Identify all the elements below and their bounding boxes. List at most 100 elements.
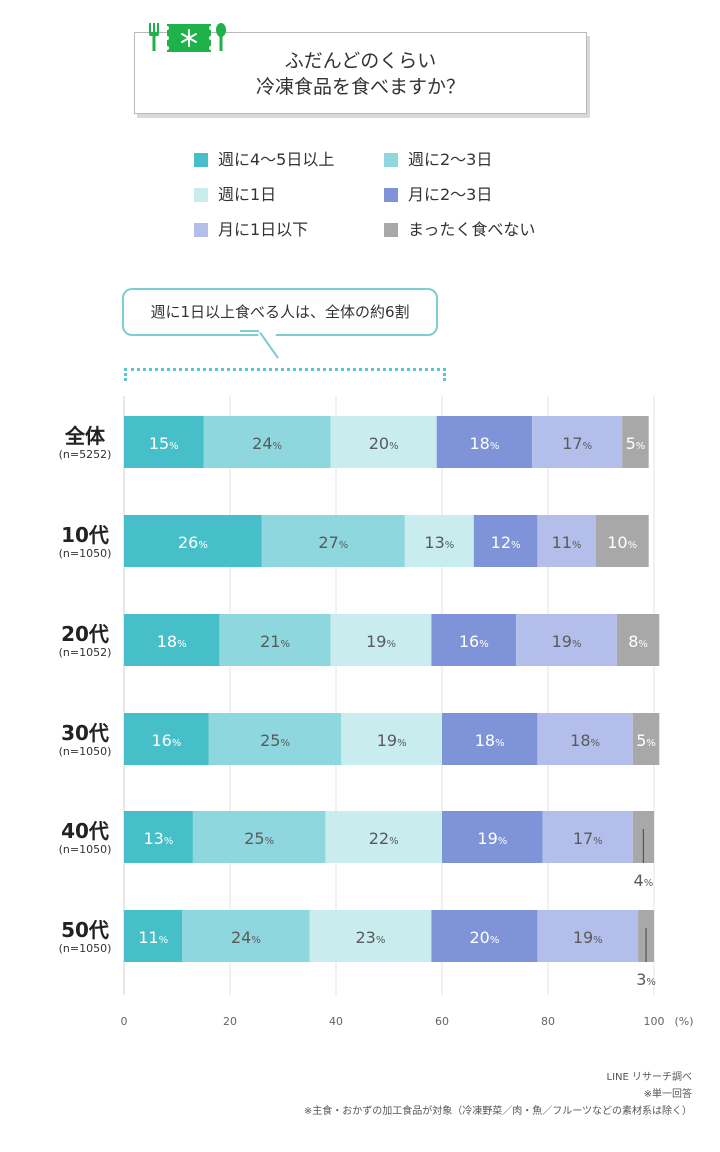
chart-title-line2: 冷凍食品を食べますか？: [255, 76, 465, 98]
x-tick-label: 0: [121, 1015, 128, 1028]
x-tick-label: 80: [541, 1015, 555, 1028]
data-label: 12%: [491, 533, 521, 552]
category-name: 10代: [61, 523, 109, 547]
data-label: 16%: [151, 731, 181, 750]
data-label: 17%: [573, 829, 603, 848]
legend-label: 月に2〜3日: [408, 185, 493, 204]
data-label: 3%: [636, 970, 656, 989]
data-label: 18%: [469, 434, 499, 453]
data-label: 18%: [157, 632, 187, 651]
bar-segment: [431, 910, 538, 962]
data-label: 21%: [260, 632, 290, 651]
bar-segment: [436, 416, 533, 468]
category-label-20s: 20代 (n=1052): [40, 622, 130, 660]
data-label: 10%: [607, 533, 637, 552]
data-label: 4%: [634, 871, 654, 890]
data-label: 17%: [562, 434, 592, 453]
callout-bubble: 週に1日以上食べる人は、全体の約6割: [122, 288, 438, 336]
bar-segment: [124, 614, 220, 666]
data-label: 25%: [260, 731, 290, 750]
category-name: 20代: [61, 622, 109, 646]
data-label: 18%: [475, 731, 505, 750]
chart-title-box: ふだんどのくらい 冷凍食品を食べますか？: [134, 32, 587, 114]
legend-label: 月に1日以下: [218, 220, 309, 239]
x-tick-label: 40: [329, 1015, 343, 1028]
data-label: 18%: [570, 731, 600, 750]
bar-segment: [124, 515, 262, 567]
x-tick-label: 60: [435, 1015, 449, 1028]
category-name: 30代: [61, 721, 109, 745]
bar-segment: [595, 515, 649, 567]
bar-segment: [622, 416, 649, 468]
legend-label: 週に4〜5日以上: [218, 150, 335, 169]
legend-swatch: [384, 153, 398, 167]
bar-segment: [330, 614, 432, 666]
bar-segment: [219, 614, 331, 666]
data-label: 25%: [244, 829, 274, 848]
category-n: (n=1050): [58, 942, 112, 955]
bar-segment: [632, 713, 660, 765]
footnote-source: LINE リサーチ調べ: [606, 1072, 693, 1083]
bar-segment: [124, 811, 193, 863]
x-axis-unit-label: (%): [674, 1015, 693, 1028]
bar-segment: [124, 416, 204, 468]
category-n: (n=1050): [58, 745, 112, 758]
chart-title: ふだんどのくらい 冷凍食品を食べますか？: [135, 48, 586, 100]
category-label-all: 全体 (n=5252): [40, 424, 130, 462]
bar-segment: [404, 515, 474, 567]
bar-segment: [208, 713, 342, 765]
category-name: 40代: [61, 819, 109, 843]
bar-segment: [182, 910, 310, 962]
data-label: 24%: [231, 928, 261, 947]
bar-segment: [537, 910, 639, 962]
bar-segment: [124, 713, 209, 765]
bar-segment: [537, 713, 633, 765]
category-n: (n=1050): [58, 843, 112, 856]
footnote-scope: ※主食・おかずの加工食品が対象（冷凍野菜／肉・魚／フルーツなどの素材系は除く）: [303, 1106, 692, 1117]
category-label-10s: 10代 (n=1050): [40, 523, 130, 561]
data-label: 16%: [459, 632, 489, 651]
bar-segment: [542, 811, 633, 863]
bar-segment: [309, 910, 432, 962]
data-label: 11%: [552, 533, 582, 552]
x-tick-label: 20: [223, 1015, 237, 1028]
bar-segment: [532, 416, 623, 468]
bar-segment: [616, 614, 660, 666]
legend-swatch: [384, 223, 398, 237]
legend-label: 週に2〜3日: [408, 150, 493, 169]
bar-segment: [192, 811, 326, 863]
bar-segment: [431, 614, 517, 666]
bar-segment: [442, 713, 538, 765]
data-label: 13%: [424, 533, 454, 552]
data-label: 19%: [377, 731, 407, 750]
data-label: 24%: [252, 434, 282, 453]
legend-swatch: [194, 223, 208, 237]
callout-text: 週に1日以上食べる人は、全体の約6割: [150, 303, 410, 321]
data-label: 11%: [138, 928, 168, 947]
legend-label: まったく食べない: [408, 220, 536, 239]
data-label: 20%: [469, 928, 499, 947]
legend-swatch: [194, 153, 208, 167]
data-label: 19%: [366, 632, 396, 651]
data-label: 26%: [178, 533, 208, 552]
data-label: 19%: [552, 632, 582, 651]
data-label: 5%: [626, 434, 646, 453]
legend-swatch: [384, 188, 398, 202]
bar-segment: [330, 416, 437, 468]
bar-segment: [124, 910, 183, 962]
data-label: 8%: [628, 632, 648, 651]
category-name: 50代: [61, 918, 109, 942]
callout-bracket: [124, 368, 446, 381]
data-label: 19%: [477, 829, 507, 848]
bar-segment: [537, 515, 596, 567]
category-label-50s: 50代 (n=1050): [40, 918, 130, 956]
data-label: 15%: [149, 434, 179, 453]
data-label: 5%: [636, 731, 656, 750]
category-n: (n=5252): [58, 448, 112, 461]
bar-segment: [203, 416, 331, 468]
category-n: (n=1050): [58, 547, 112, 560]
cutlery-snowflake-icon: [149, 23, 226, 52]
x-tick-label: 100: [644, 1015, 665, 1028]
bar-segment: [442, 811, 543, 863]
